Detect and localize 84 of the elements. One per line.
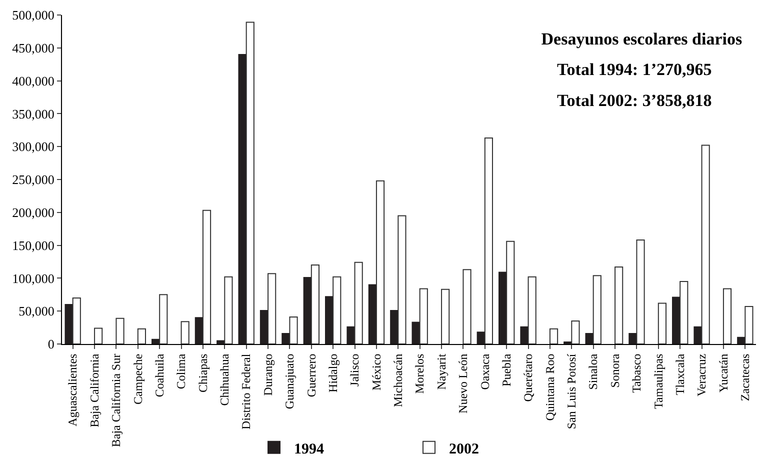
annotation: Total 1994: 1’270,965 <box>557 60 712 79</box>
legend-label: 1994 <box>294 441 324 458</box>
bar <box>332 276 342 344</box>
x-tick-label: Tlaxcala <box>672 353 687 396</box>
bar <box>289 316 298 344</box>
bar <box>571 320 580 344</box>
x-tick-label: Durango <box>260 354 275 396</box>
y-tick-label: 400,000 <box>12 73 54 88</box>
bar <box>528 276 536 344</box>
y-tick-label: 50,000 <box>18 304 54 319</box>
bar <box>376 180 385 344</box>
bar <box>694 326 702 344</box>
bar <box>398 215 406 344</box>
y-tick-label: 0 <box>48 336 54 352</box>
x-tick-label: Querétaro <box>521 354 536 402</box>
bar <box>246 22 254 344</box>
bar <box>592 275 602 344</box>
x-tick-label: Colima <box>174 353 188 390</box>
bar <box>722 288 732 344</box>
x-tick-label: Nayarit <box>434 353 448 390</box>
x-tick-label: México <box>369 354 384 390</box>
bar <box>441 288 450 344</box>
bar <box>116 318 124 344</box>
bar <box>462 269 472 344</box>
x-tick-label: Chiapas <box>196 353 210 392</box>
bar <box>310 264 320 344</box>
x-tick-label: Zacatecas <box>738 353 752 402</box>
bar <box>137 328 146 344</box>
x-tick-label: Guerrero <box>304 354 318 398</box>
bar <box>202 210 212 344</box>
x-tick-label: Nuevo León <box>456 354 470 414</box>
bar <box>484 138 493 344</box>
y-tick-label: 450,000 <box>12 40 54 56</box>
bar <box>346 326 356 344</box>
x-tick-label: Jalisco <box>348 354 362 386</box>
bar <box>224 276 233 344</box>
annotation: Total 2002: 3’858,818 <box>557 91 712 110</box>
bar <box>701 144 710 344</box>
bar <box>216 340 226 344</box>
bar <box>419 288 428 344</box>
x-tick-label: Sinaloa <box>586 353 600 390</box>
x-tick-label: Distrito Federal <box>239 353 254 430</box>
x-tick-label: Guanajuato <box>282 354 297 410</box>
bar <box>658 302 666 344</box>
x-tick-label: Tamaulipas <box>651 353 666 409</box>
text: Desayunos escolares diarios <box>541 30 742 49</box>
bar <box>268 273 276 344</box>
y-tick-label: 500,000 <box>12 8 54 23</box>
x-tick-label: Yucatán <box>716 354 730 392</box>
x-tick-label: Aguascalientes <box>66 353 80 426</box>
x-tick-label: Quintana Roo <box>542 354 557 421</box>
x-tick-label: Baja California <box>87 353 102 428</box>
y-tick-label: 100,000 <box>12 270 54 286</box>
bar <box>159 294 168 344</box>
bar <box>94 328 103 344</box>
bar <box>744 306 754 344</box>
x-tick-label: San Luis Potosí <box>564 353 579 430</box>
bar <box>354 262 363 344</box>
x-tick-label: Campeche <box>130 354 145 404</box>
x-tick-label: Morelos <box>412 353 427 394</box>
x-tick-label: Oaxaca <box>478 353 492 390</box>
bar <box>680 280 688 344</box>
bar <box>614 266 624 344</box>
bar <box>506 240 515 344</box>
x-tick-label: Baja California Sur <box>109 354 124 448</box>
y-tick-label: 150,000 <box>12 238 54 253</box>
bar <box>72 297 81 344</box>
bar <box>636 240 645 344</box>
x-tick-label: Hidalgo <box>326 354 340 392</box>
bar <box>520 326 529 344</box>
bar <box>180 321 190 344</box>
x-tick-label: Veracruz <box>694 354 709 396</box>
x-tick-label: Sonora <box>608 353 622 388</box>
x-tick-label: Tabasco <box>630 354 644 393</box>
x-tick-label: Coahuila <box>152 353 166 398</box>
x-tick-label: Puebla <box>499 353 514 386</box>
x-tick-label: Michoacán <box>391 354 406 408</box>
y-tick-label: 250,000 <box>12 172 54 188</box>
bar <box>549 328 558 344</box>
y-tick-label: 300,000 <box>12 139 54 154</box>
y-tick-label: 200,000 <box>12 204 54 220</box>
x-tick-label: Chihuahua <box>218 353 232 406</box>
legend-label: 2002 <box>449 441 479 458</box>
y-tick-label: 350,000 <box>12 106 54 122</box>
